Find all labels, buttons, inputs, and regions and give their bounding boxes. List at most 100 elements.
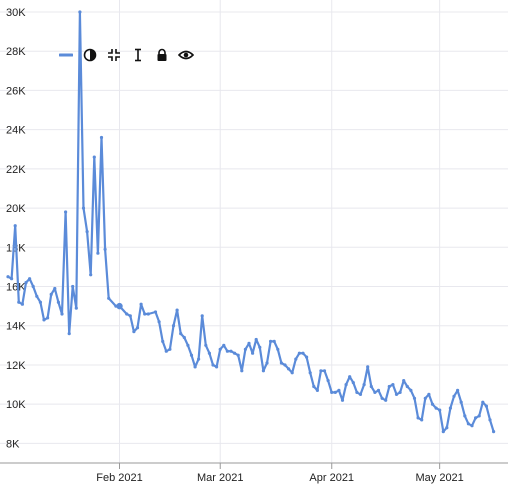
- data-point: [247, 341, 251, 345]
- data-point: [261, 369, 265, 373]
- data-point: [146, 312, 150, 316]
- legend-line-icon[interactable]: [58, 47, 74, 63]
- data-point: [380, 396, 384, 400]
- data-point: [409, 388, 413, 392]
- x-tick-label: May 2021: [415, 472, 463, 484]
- data-point: [294, 357, 298, 361]
- data-point: [135, 326, 140, 330]
- data-point: [125, 312, 129, 316]
- data-point: [71, 284, 75, 289]
- collapse-icon[interactable]: [106, 47, 122, 63]
- data-point: [10, 277, 14, 281]
- data-point: [222, 343, 226, 347]
- highlighted-point[interactable]: [116, 302, 123, 310]
- data-point: [143, 312, 147, 316]
- data-point: [376, 388, 381, 392]
- y-tick-label: 26K: [6, 85, 26, 97]
- data-point: [89, 273, 93, 277]
- data-point: [236, 353, 240, 357]
- data-point: [193, 365, 197, 369]
- data-point: [416, 416, 420, 420]
- data-point: [445, 426, 449, 430]
- data-point: [272, 339, 276, 343]
- data-point: [74, 306, 78, 310]
- data-point: [373, 390, 377, 394]
- data-point: [301, 351, 305, 355]
- data-point: [128, 314, 132, 318]
- data-point: [85, 230, 89, 234]
- data-point: [402, 379, 406, 383]
- y-tick-label: 16K: [6, 282, 26, 294]
- data-point: [60, 312, 64, 316]
- data-point: [283, 363, 287, 367]
- data-point: [96, 251, 100, 255]
- data-point: [254, 337, 258, 342]
- data-point: [13, 224, 17, 228]
- data-point: [337, 388, 341, 392]
- data-point: [366, 365, 370, 369]
- data-point: [64, 210, 68, 214]
- data-point: [132, 330, 136, 334]
- data-point: [161, 339, 165, 343]
- data-point: [391, 383, 395, 387]
- data-point: [466, 422, 470, 426]
- data-point: [103, 247, 107, 251]
- data-point: [269, 339, 273, 343]
- x-tick-label: Apr 2021: [309, 472, 354, 484]
- data-point: [251, 351, 255, 355]
- grid-layer: [0, 0, 508, 463]
- data-point: [430, 402, 435, 406]
- data-point: [348, 375, 352, 379]
- data-point: [423, 396, 427, 400]
- data-point: [211, 363, 215, 367]
- data-point: [139, 302, 143, 306]
- data-point: [362, 383, 366, 387]
- data-point: [394, 392, 399, 396]
- data-point: [459, 400, 463, 404]
- data-point: [265, 361, 269, 365]
- data-point: [35, 294, 39, 298]
- data-point: [384, 398, 388, 402]
- eye-icon[interactable]: [178, 47, 194, 63]
- data-point: [107, 296, 111, 300]
- data-point: [308, 371, 312, 375]
- data-point: [164, 349, 168, 353]
- data-point: [315, 388, 319, 392]
- lock-icon[interactable]: [154, 47, 170, 63]
- data-point: [207, 351, 211, 355]
- data-point: [463, 414, 467, 418]
- data-point: [477, 414, 481, 418]
- data-point: [189, 353, 194, 357]
- data-point: [398, 390, 402, 394]
- data-point: [456, 388, 460, 392]
- data-point: [322, 369, 327, 373]
- chart-toolbar: [58, 46, 194, 64]
- data-point: [358, 392, 363, 396]
- y-tick-label: 12K: [6, 360, 26, 372]
- data-point: [171, 324, 176, 328]
- data-point: [330, 390, 334, 394]
- data-point: [225, 349, 229, 353]
- series-line: [6, 10, 495, 433]
- data-point: [157, 320, 161, 324]
- y-tick-label: 28K: [6, 46, 26, 58]
- data-point: [17, 300, 21, 304]
- data-point: [67, 332, 71, 336]
- data-point: [319, 369, 323, 373]
- data-point: [81, 206, 86, 210]
- data-point: [305, 355, 309, 359]
- data-point: [153, 310, 158, 314]
- y-tick-label: 30K: [6, 7, 26, 19]
- data-point: [427, 392, 431, 396]
- data-point: [258, 345, 262, 349]
- data-point: [434, 406, 438, 410]
- y-tick-label: 8K: [6, 438, 20, 450]
- contrast-icon[interactable]: [82, 47, 98, 63]
- y-tick-label: 22K: [6, 164, 26, 176]
- data-point: [6, 275, 10, 279]
- data-point: [387, 384, 391, 389]
- data-point: [215, 365, 219, 369]
- data-point: [233, 351, 237, 355]
- y-tick-label: 24K: [6, 125, 26, 137]
- text-cursor-icon[interactable]: [130, 47, 146, 63]
